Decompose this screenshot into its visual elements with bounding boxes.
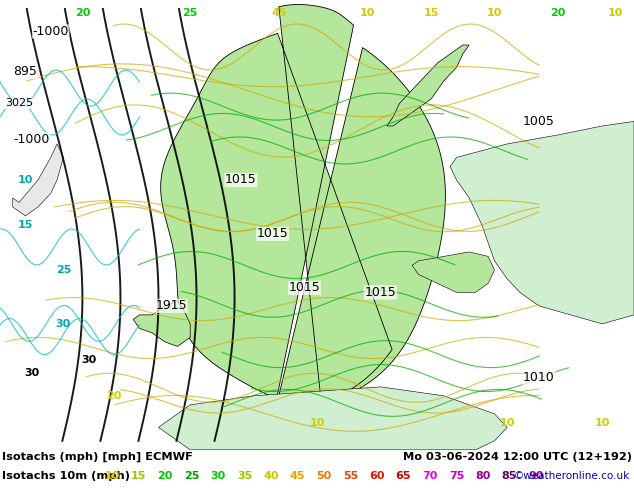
- Text: 10: 10: [487, 8, 502, 19]
- Text: 55: 55: [343, 471, 358, 481]
- Polygon shape: [412, 252, 495, 293]
- Polygon shape: [160, 4, 446, 405]
- Text: 20: 20: [107, 391, 122, 401]
- Text: 25: 25: [183, 8, 198, 19]
- Text: 15: 15: [424, 8, 439, 19]
- Text: 45: 45: [290, 471, 305, 481]
- Text: 30: 30: [24, 368, 39, 378]
- Text: 30: 30: [210, 471, 226, 481]
- Text: 65: 65: [396, 471, 411, 481]
- Text: 10: 10: [18, 175, 33, 185]
- Text: 1005: 1005: [523, 115, 555, 128]
- Text: 25: 25: [184, 471, 199, 481]
- Text: Isotachs 10m (mph): Isotachs 10m (mph): [2, 471, 130, 481]
- Text: 80: 80: [476, 471, 491, 481]
- Text: 40: 40: [263, 471, 279, 481]
- Text: Isotachs (mph) [mph] ECMWF: Isotachs (mph) [mph] ECMWF: [2, 452, 193, 462]
- Text: 30: 30: [81, 355, 96, 365]
- Polygon shape: [158, 387, 507, 450]
- Text: 85: 85: [502, 471, 517, 481]
- Text: 895: 895: [13, 66, 37, 78]
- Text: Mo 03-06-2024 12:00 UTC (12+192): Mo 03-06-2024 12:00 UTC (12+192): [403, 452, 632, 462]
- Text: 90: 90: [528, 471, 544, 481]
- Text: 10: 10: [607, 8, 623, 19]
- Text: 50: 50: [316, 471, 332, 481]
- Text: -1000: -1000: [13, 133, 50, 146]
- Text: 30: 30: [56, 319, 71, 329]
- Text: 45: 45: [271, 8, 287, 19]
- Text: 15: 15: [18, 220, 33, 230]
- Text: 1010: 1010: [523, 371, 555, 384]
- Text: 20: 20: [550, 8, 566, 19]
- Text: -1000: -1000: [32, 25, 69, 38]
- Text: 25: 25: [56, 265, 71, 275]
- Text: 10: 10: [500, 418, 515, 428]
- Polygon shape: [184, 405, 216, 427]
- Text: 1015: 1015: [225, 173, 257, 186]
- Text: ©weatheronline.co.uk: ©weatheronline.co.uk: [514, 471, 630, 481]
- Polygon shape: [133, 301, 190, 346]
- Text: 35: 35: [237, 471, 252, 481]
- Text: 10: 10: [105, 471, 120, 481]
- Text: 70: 70: [422, 471, 437, 481]
- Text: 60: 60: [369, 471, 385, 481]
- Polygon shape: [450, 122, 634, 324]
- Text: 75: 75: [449, 471, 464, 481]
- Text: 1915: 1915: [155, 299, 187, 313]
- Text: 15: 15: [131, 471, 146, 481]
- Text: 1015: 1015: [365, 286, 396, 299]
- Polygon shape: [13, 144, 63, 216]
- Text: 20: 20: [157, 471, 172, 481]
- Text: 1015: 1015: [257, 227, 288, 241]
- Text: 10: 10: [595, 418, 610, 428]
- Text: 20: 20: [75, 8, 90, 19]
- Text: 10: 10: [360, 8, 375, 19]
- Text: 10: 10: [309, 418, 325, 428]
- Text: 1015: 1015: [288, 281, 320, 294]
- Text: 3025: 3025: [5, 98, 33, 108]
- Polygon shape: [387, 45, 469, 126]
